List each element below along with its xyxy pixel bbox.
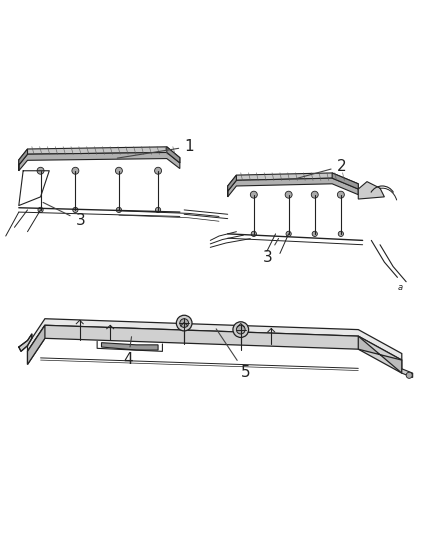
Circle shape [233,322,249,337]
Circle shape [285,191,292,198]
Circle shape [37,167,44,174]
Polygon shape [228,178,358,197]
Circle shape [72,167,79,174]
Text: 3: 3 [262,238,279,265]
Circle shape [38,207,43,213]
Polygon shape [28,325,45,365]
Polygon shape [19,152,180,171]
Circle shape [237,325,245,334]
Circle shape [286,231,291,237]
Polygon shape [19,334,32,351]
Text: a: a [397,283,403,292]
Circle shape [311,191,318,198]
Polygon shape [28,319,402,360]
Polygon shape [167,147,180,163]
Circle shape [155,167,162,174]
Polygon shape [358,182,385,199]
Circle shape [251,231,256,237]
Circle shape [73,207,78,213]
Polygon shape [28,325,402,373]
Polygon shape [19,149,28,171]
Text: 1: 1 [117,139,194,158]
Circle shape [180,319,188,327]
Circle shape [406,372,412,378]
Polygon shape [332,173,358,189]
Text: 4: 4 [123,337,133,367]
Text: 5: 5 [216,329,251,381]
Polygon shape [102,343,158,350]
Circle shape [155,207,161,213]
Circle shape [312,231,318,237]
Text: 2: 2 [296,159,346,179]
Polygon shape [19,147,180,165]
Circle shape [116,207,121,213]
Circle shape [251,191,257,198]
Polygon shape [402,369,413,377]
Circle shape [177,315,192,331]
Text: 3: 3 [43,203,85,228]
Polygon shape [228,175,237,197]
Circle shape [116,167,122,174]
Circle shape [337,191,344,198]
Circle shape [338,231,343,237]
Polygon shape [358,336,402,373]
Polygon shape [228,173,358,191]
